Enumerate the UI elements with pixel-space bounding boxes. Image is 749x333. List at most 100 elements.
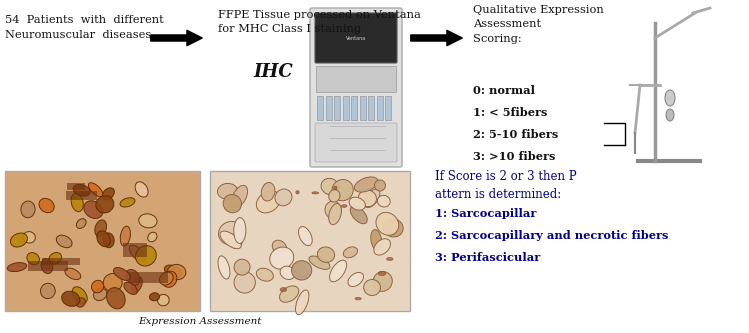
Ellipse shape [72,287,88,303]
Text: Ventana: Ventana [346,36,366,41]
Bar [5,171,200,311]
Bar [377,96,383,120]
Ellipse shape [325,201,342,219]
Bar [67,183,85,189]
Bar [316,66,396,92]
Ellipse shape [374,180,386,191]
Bar [351,96,357,120]
Ellipse shape [294,263,308,277]
Ellipse shape [121,226,130,246]
Ellipse shape [76,298,85,307]
Ellipse shape [27,252,40,265]
Bar [326,96,332,120]
FancyBboxPatch shape [315,123,397,162]
Bar [66,191,97,200]
Ellipse shape [97,231,110,247]
Ellipse shape [231,185,248,207]
Ellipse shape [383,219,403,237]
Ellipse shape [230,236,242,248]
Ellipse shape [61,291,80,306]
Text: FFPE Tissue processed on Ventana
for MHC Class I staining: FFPE Tissue processed on Ventana for MHC… [218,10,421,34]
Text: 1: < 5fibers: 1: < 5fibers [473,107,548,118]
Ellipse shape [103,233,114,248]
Ellipse shape [332,179,354,201]
Ellipse shape [76,219,86,228]
Ellipse shape [39,198,54,213]
Ellipse shape [374,239,390,255]
Text: If Score is 2 or 3 then P
attern is determined:: If Score is 2 or 3 then P attern is dete… [435,170,577,201]
Ellipse shape [65,268,81,280]
Ellipse shape [349,197,366,210]
FancyBboxPatch shape [310,8,402,167]
Ellipse shape [348,272,363,287]
Text: IHC: IHC [253,63,293,81]
Ellipse shape [275,189,292,206]
Ellipse shape [84,201,103,218]
Ellipse shape [342,204,347,207]
Ellipse shape [279,286,299,302]
Ellipse shape [378,271,386,275]
Ellipse shape [132,277,142,293]
Ellipse shape [329,190,340,202]
Ellipse shape [73,184,91,196]
Ellipse shape [103,273,122,292]
Ellipse shape [168,264,186,280]
Ellipse shape [355,297,361,300]
Ellipse shape [91,280,103,293]
Ellipse shape [150,293,160,301]
Ellipse shape [386,257,393,260]
Ellipse shape [359,190,377,207]
Bar [360,96,366,120]
Ellipse shape [88,183,103,197]
Ellipse shape [261,182,275,201]
Ellipse shape [10,233,28,247]
Ellipse shape [256,191,280,213]
Ellipse shape [665,90,675,106]
Ellipse shape [220,231,241,249]
Ellipse shape [102,188,115,200]
Text: Expression Assessment: Expression Assessment [139,317,261,326]
Ellipse shape [23,232,35,243]
Ellipse shape [130,245,145,262]
Ellipse shape [280,288,287,292]
Bar [317,96,323,120]
Ellipse shape [135,182,148,197]
Ellipse shape [218,256,230,279]
Ellipse shape [330,260,347,282]
Ellipse shape [114,267,130,280]
Ellipse shape [321,178,339,195]
Ellipse shape [318,247,335,262]
Text: 3: >10 fibers: 3: >10 fibers [473,151,555,162]
Ellipse shape [124,282,137,294]
Ellipse shape [309,256,330,269]
Ellipse shape [273,240,287,254]
Ellipse shape [270,247,294,269]
Ellipse shape [363,279,380,296]
Ellipse shape [371,230,382,250]
Ellipse shape [298,226,312,246]
Bar [43,258,80,265]
Bar [334,96,340,120]
Ellipse shape [126,269,140,285]
Ellipse shape [160,272,173,285]
Ellipse shape [136,246,157,266]
Text: 1: Sarcocapillar: 1: Sarcocapillar [435,208,536,219]
Ellipse shape [329,203,342,225]
Ellipse shape [364,189,380,208]
Ellipse shape [351,206,367,224]
Ellipse shape [296,190,299,194]
Text: 0: normal: 0: normal [473,85,535,96]
Ellipse shape [96,196,114,213]
Ellipse shape [312,192,319,194]
Bar [129,272,168,283]
Ellipse shape [139,214,157,228]
Ellipse shape [377,195,390,207]
Bar [123,243,147,257]
Ellipse shape [40,283,55,299]
Ellipse shape [157,294,169,306]
Ellipse shape [148,232,157,242]
FancyBboxPatch shape [315,13,397,63]
Ellipse shape [223,194,241,213]
Ellipse shape [354,177,378,192]
Text: 54  Patients  with  different
Neuromuscular  diseases: 54 Patients with different Neuromuscular… [5,15,164,40]
